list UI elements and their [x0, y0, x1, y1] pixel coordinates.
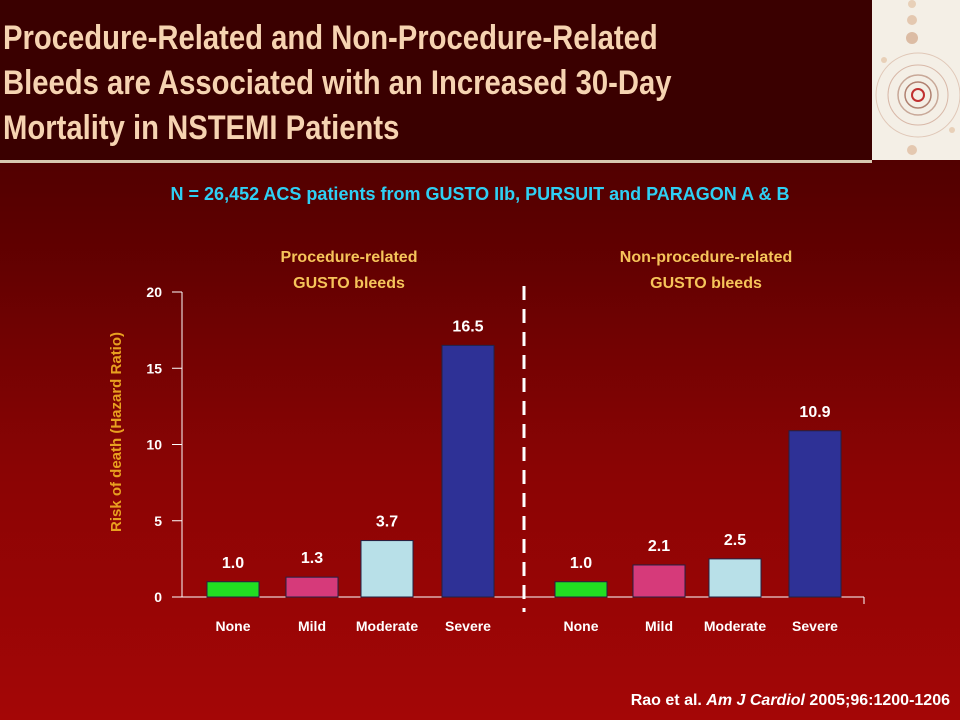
bar-mild: [285, 576, 339, 598]
bar-mild: [632, 564, 686, 598]
y-tick-label: 0: [154, 589, 162, 605]
y-tick-label: 15: [146, 360, 162, 376]
title-bar: Procedure-Related and Non-Procedure-Rela…: [0, 0, 872, 163]
bar-severe: [788, 430, 842, 598]
chart-axes: 0 5 10 15 20 Risk of death (Hazard Ratio) Proc…: [108, 249, 865, 612]
bar-severe: [441, 344, 495, 598]
data-label: 3.7: [376, 514, 398, 531]
y-tick-label: 5: [154, 513, 162, 529]
data-label: 1.3: [301, 550, 323, 567]
x-category-label: None: [216, 618, 251, 634]
bar-moderate: [708, 558, 762, 598]
x-category-label: Mild: [298, 618, 326, 634]
subtitle: N = 26,452 ACS patients from GUSTO IIb, …: [170, 184, 790, 204]
bar-none: [554, 581, 608, 598]
x-category-label: Severe: [445, 618, 491, 634]
citation: Rao et al. Am J Cardiol 2005;96:1200-120…: [631, 692, 950, 710]
concentric-circles-icon: [875, 0, 960, 155]
bar-moderate: [360, 540, 414, 598]
data-label: 2.1: [648, 538, 670, 555]
x-category-label: None: [564, 618, 599, 634]
data-label: 1.0: [570, 555, 592, 572]
group-subtitle: GUSTO bleeds: [293, 275, 405, 292]
group-subtitle: GUSTO bleeds: [650, 275, 762, 292]
hazard-ratio-bar-chart: 0 5 10 15 20 Risk of death (Hazard Ratio) Proc…: [108, 249, 865, 634]
slide-title: Procedure-Related and Non-Procedure-Rela…: [3, 19, 672, 147]
y-axis-label: Risk of death (Hazard Ratio): [108, 332, 125, 532]
data-label: 1.0: [222, 555, 244, 572]
x-category-label: Moderate: [704, 618, 766, 634]
x-category-label: Severe: [792, 618, 838, 634]
decorative-circles-graphic: [872, 0, 960, 160]
citation-details: 2005;96:1200-1206: [804, 692, 950, 709]
bar-none: [206, 581, 260, 598]
citation-journal: Am J Cardiol: [706, 692, 805, 709]
x-category-label: Moderate: [356, 618, 418, 634]
group-title: Non-procedure-related: [620, 249, 792, 266]
data-label: 16.5: [452, 318, 483, 335]
citation-authors: Rao et al.: [630, 692, 707, 709]
data-label: 2.5: [724, 532, 746, 549]
y-tick-label: 20: [146, 284, 162, 300]
chart-marks: 1.0 None 1.3 Mild 3.7 Moderate 16.5 Severe 1.0 No…: [206, 318, 842, 634]
y-tick-label: 10: [146, 437, 162, 453]
data-label: 10.9: [799, 404, 830, 421]
x-category-label: Mild: [645, 618, 673, 634]
group-title: Procedure-related: [281, 249, 418, 266]
